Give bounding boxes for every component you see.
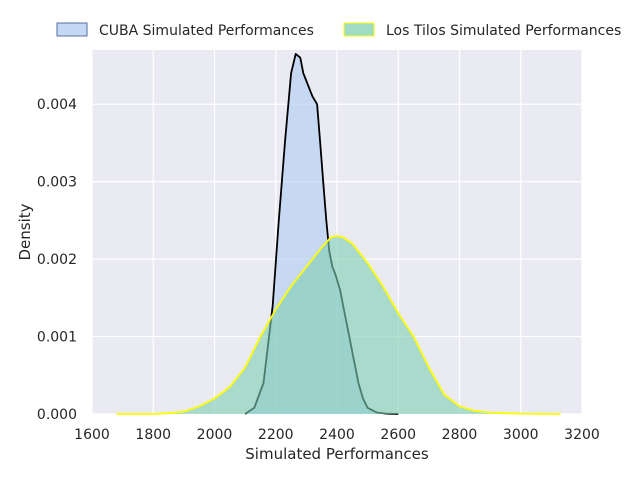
x-tick-label: 2200 <box>258 427 294 443</box>
x-tick-label: 3000 <box>503 427 539 443</box>
x-tick-labels: 1600 1800 2000 2200 2400 2600 2800 3000 3200 <box>74 427 600 443</box>
y-tick-label: 0.004 <box>37 97 77 113</box>
series-2-line <box>116 235 561 415</box>
series-layer <box>116 53 561 415</box>
legend-label-2: Los Tilos Simulated Performances <box>386 23 621 39</box>
y-tick-label: 0.002 <box>37 252 77 268</box>
legend-label-1: CUBA Simulated Performances <box>99 23 314 39</box>
y-tick-label: 0.000 <box>37 407 77 423</box>
y-axis-label: Density <box>16 203 34 260</box>
series-2-area <box>116 235 561 414</box>
x-tick-label: 1600 <box>74 427 110 443</box>
legend-swatch-1 <box>56 22 88 37</box>
x-tick-label: 1800 <box>135 427 171 443</box>
y-tick-label: 0.001 <box>37 330 77 346</box>
legend: CUBA Simulated Performances Los Tilos Sim… <box>56 22 621 39</box>
x-tick-label: 2600 <box>380 427 416 443</box>
x-tick-label: 2400 <box>319 427 355 443</box>
x-tick-label: 2800 <box>442 427 478 443</box>
x-axis-label: Simulated Performances <box>245 445 429 463</box>
x-tick-label: 2000 <box>197 427 233 443</box>
legend-swatch-2 <box>343 22 375 37</box>
x-tick-label: 3200 <box>564 427 600 443</box>
y-tick-labels: 0.000 0.001 0.002 0.003 0.004 <box>37 97 77 423</box>
y-tick-label: 0.003 <box>37 175 77 191</box>
